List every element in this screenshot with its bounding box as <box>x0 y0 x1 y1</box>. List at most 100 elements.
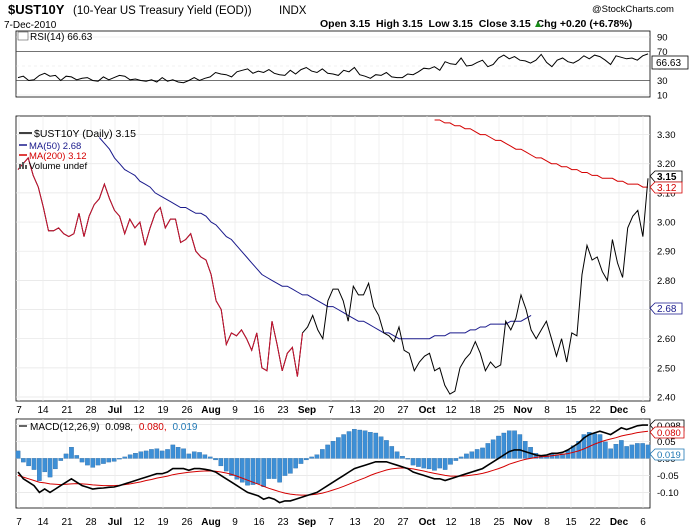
rsi-label: RSI(14) 66.63 <box>30 32 93 43</box>
macd-hist-bar <box>394 451 400 459</box>
macd-hist-bar <box>330 441 336 459</box>
macd-hist-bar <box>458 456 464 459</box>
x-tick-label: 23 <box>277 517 289 528</box>
ma200-tag: 3.12 <box>649 181 683 194</box>
macd-hist-bar <box>421 458 427 469</box>
hist-tag: 0.019 <box>649 448 685 461</box>
x-tick-label: Jul <box>108 405 123 416</box>
macd-hist-bar <box>645 444 651 459</box>
x-tick-label: 23 <box>277 405 289 416</box>
macd-hist-bar <box>378 436 384 459</box>
macd-hist-bar <box>416 458 421 467</box>
macd-hist-bar <box>453 458 459 461</box>
macd-hist-bar <box>175 447 181 459</box>
volume-icon <box>19 162 27 169</box>
price-tick-label: 2.60 <box>657 334 676 345</box>
macd-tick-label: -0.05 <box>657 471 679 482</box>
macd-hist-bar <box>629 444 635 459</box>
macd-hist-bar <box>613 444 619 459</box>
price-line-down <box>17 156 303 377</box>
macd-label-prefix: MACD(12,26,9) <box>30 422 99 433</box>
macd-hist-bar <box>127 454 133 459</box>
x-tick-label: Aug <box>201 405 220 416</box>
macd-hist-bar <box>405 458 411 460</box>
macd-hist-bar <box>624 446 629 459</box>
x-tick-label: 27 <box>397 405 409 416</box>
macd-hist-bar <box>341 434 346 459</box>
x-tick-label: Sep <box>298 405 316 416</box>
macd-hist-bar <box>255 458 261 484</box>
macd-hist-bar <box>266 458 272 479</box>
macd-hist-bar <box>522 441 528 459</box>
x-tick-label: 19 <box>157 405 169 416</box>
macd-tick-label: 0.05 <box>657 437 676 448</box>
macd-hist-bar <box>501 432 507 459</box>
x-tick-label: 7 <box>328 517 334 528</box>
macd-panel: 0.100.050.00-0.05-0.10 MACD(12,26,9) 0.0… <box>15 418 685 509</box>
macd-hist-bar <box>640 443 645 459</box>
macd-hist-bar <box>512 430 517 459</box>
x-tick-label: 25 <box>493 517 505 528</box>
macd-hist-bar <box>389 446 395 459</box>
macd-hist-bar <box>298 458 304 464</box>
macd-hist-bar <box>223 458 229 472</box>
macd-hist-bar <box>293 458 298 469</box>
ma200-line <box>434 119 648 188</box>
legend-ma200: MA(200) 3.12 <box>29 151 87 162</box>
macd-hist-bar <box>234 458 240 480</box>
x-tick-label: 9 <box>232 517 238 528</box>
macd-hist-bar <box>191 451 197 459</box>
x-tick-label: 12 <box>133 405 145 416</box>
macd-hist-bar <box>282 458 288 476</box>
rsi-tick-label: 10 <box>657 91 668 102</box>
macd-hist-bar <box>111 458 117 462</box>
macd-hist-bar <box>362 430 368 459</box>
macd-hist-bar <box>15 450 21 459</box>
x-tick-label: 8 <box>544 405 550 416</box>
macd-hist-bar <box>58 458 64 461</box>
macd-hist-bar <box>304 458 309 461</box>
macd-hist-bar <box>154 448 160 459</box>
macd-hist-bar <box>325 444 330 459</box>
rsi-value-tag-box <box>651 55 689 70</box>
x-tick-label: 9 <box>232 405 238 416</box>
x-tick-label: 7 <box>16 517 22 528</box>
x-tick-label: Jul <box>108 517 123 528</box>
macd-hist-bar <box>101 458 106 464</box>
macd-hist-bar <box>53 458 58 470</box>
macd-hist-bar <box>581 434 587 459</box>
macd-hist-bar <box>186 453 192 459</box>
macd-histogram <box>15 429 651 487</box>
macd-hist-bar <box>320 449 325 459</box>
macd-hist-bar <box>37 458 42 481</box>
macd-hist-bar <box>170 444 176 459</box>
macd-hist-bar <box>592 433 597 459</box>
macd-tag-value: 0.098 <box>657 421 681 432</box>
macd-hist-bar <box>506 430 512 459</box>
macd-hist-bar <box>490 439 496 459</box>
macd-hist-bar <box>159 450 165 459</box>
macd-hist-bar <box>197 452 202 459</box>
macd-hist-bar <box>85 458 90 466</box>
macd-hist-bar <box>442 458 448 470</box>
macd-tick-label: -0.10 <box>657 488 679 499</box>
macd-hist-bar <box>181 448 186 459</box>
x-tick-label: 22 <box>589 405 601 416</box>
price-gridlines <box>16 116 650 401</box>
x-tick-label: 16 <box>253 517 265 528</box>
x-tick-label: 19 <box>157 517 169 528</box>
symbol-exchange: INDX <box>279 5 307 17</box>
x-tick-label: 26 <box>181 405 193 416</box>
macd-hist-bar <box>437 458 443 469</box>
macd-hist-bar <box>133 453 138 459</box>
hist-tag-value: 0.019 <box>657 450 681 461</box>
macd-hist-bar <box>261 458 266 487</box>
x-tick-label: 21 <box>61 405 73 416</box>
x-tick-label: 20 <box>373 517 385 528</box>
macd-hist-bar <box>229 458 234 476</box>
macd-hist-bar <box>149 449 154 459</box>
x-tick-label: 27 <box>397 517 409 528</box>
macd-hist-bar <box>597 434 603 459</box>
x-tick-label: 14 <box>37 517 49 528</box>
x-tick-label: 18 <box>469 517 481 528</box>
